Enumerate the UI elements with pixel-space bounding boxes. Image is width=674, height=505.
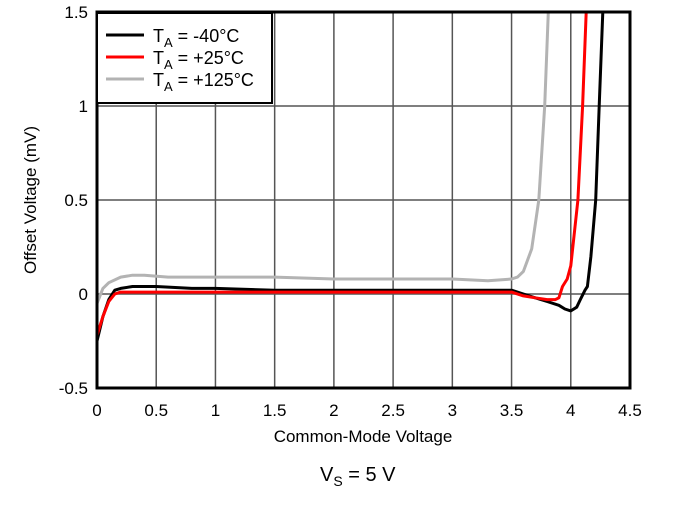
series-line bbox=[97, 12, 550, 304]
legend-label: TA = -40°C bbox=[153, 26, 239, 50]
y-tick-label: 0.5 bbox=[64, 191, 88, 210]
legend-label: TA = +125°C bbox=[153, 70, 254, 94]
x-tick-label: 4 bbox=[566, 401, 575, 420]
y-tick-label: -0.5 bbox=[59, 379, 88, 398]
x-tick-label: 4.5 bbox=[618, 401, 642, 420]
y-tick-label: 1 bbox=[79, 97, 88, 116]
x-tick-label: 2 bbox=[329, 401, 338, 420]
x-tick-label: 2.5 bbox=[381, 401, 405, 420]
series-line bbox=[97, 12, 605, 342]
x-tick-label: 3.5 bbox=[500, 401, 524, 420]
x-tick-label: 0.5 bbox=[144, 401, 168, 420]
legend-label: TA = +25°C bbox=[153, 48, 244, 72]
x-tick-label: 1.5 bbox=[263, 401, 287, 420]
y-tick-label: 1.5 bbox=[64, 3, 88, 22]
series-line bbox=[97, 12, 588, 336]
y-tick-label: 0 bbox=[79, 285, 88, 304]
x-tick-label: 0 bbox=[92, 401, 101, 420]
caption: VS = 5 V bbox=[320, 464, 396, 489]
y-axis-label: Offset Voltage (mV) bbox=[21, 126, 40, 274]
series-lines bbox=[97, 12, 605, 342]
legend: TA = -40°CTA = +25°CTA = +125°C bbox=[96, 12, 273, 104]
plot-frame bbox=[95, 10, 632, 390]
x-tick-label: 3 bbox=[448, 401, 457, 420]
x-tick-label: 1 bbox=[211, 401, 220, 420]
x-axis-label: Common-Mode Voltage bbox=[274, 427, 453, 446]
tick-labels: 0 0.5 1 1.5 2 2.5 3 3.5 4 4.5-0.500.511.5 bbox=[59, 3, 642, 420]
